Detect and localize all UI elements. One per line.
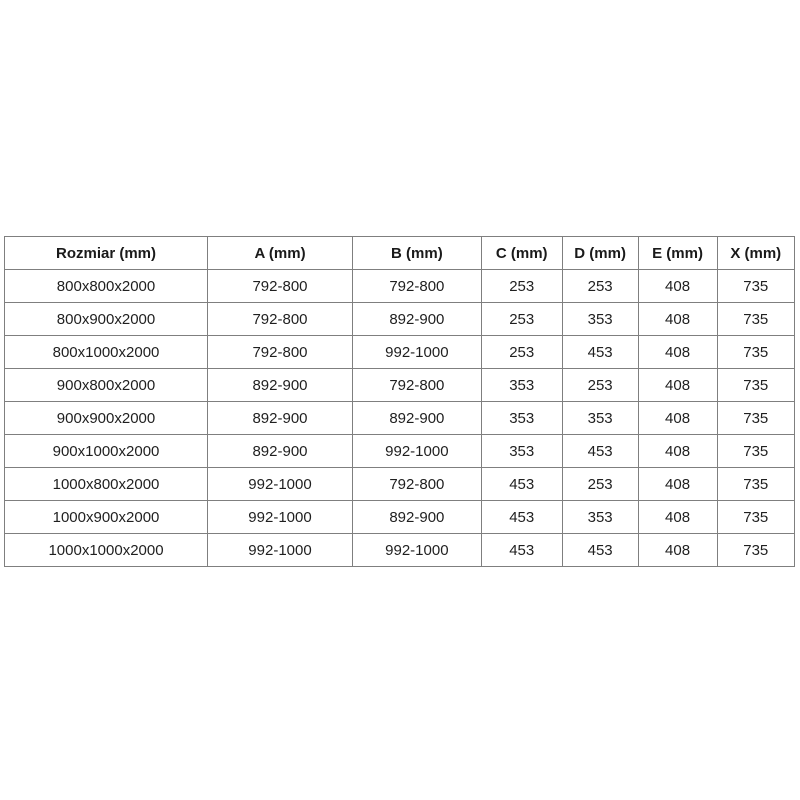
table-cell: 408: [637, 467, 718, 501]
column-header: A (mm): [207, 236, 353, 270]
column-header: B (mm): [351, 236, 482, 270]
table-cell: 892-900: [351, 401, 482, 435]
table-cell: 735: [716, 434, 796, 468]
table-cell: 792-800: [207, 269, 353, 303]
table-cell: 892-900: [351, 500, 482, 534]
column-header: D (mm): [561, 236, 639, 270]
table-cell: 992-1000: [351, 335, 482, 369]
table-cell: 735: [716, 368, 796, 402]
table-cell: 408: [637, 302, 718, 336]
table-cell: 253: [561, 467, 639, 501]
table-header-row: Rozmiar (mm) A (mm) B (mm) C (mm) D (mm) E (m…: [3, 236, 796, 270]
table-cell: 253: [480, 302, 563, 336]
table-cell: 453: [480, 467, 563, 501]
table-row: 800x900x2000 792-800 892-900 253 353 408 735: [3, 302, 796, 336]
table-cell: 735: [716, 269, 796, 303]
table-cell: 992-1000: [351, 434, 482, 468]
table-row: 800x800x2000 792-800 792-800 253 253 408 735: [3, 269, 796, 303]
table-cell: 353: [561, 500, 639, 534]
table-cell: 792-800: [207, 302, 353, 336]
table-cell: 792-800: [351, 467, 482, 501]
table-row: 900x900x2000 892-900 892-900 353 353 408 735: [3, 401, 796, 435]
dimensions-table-container: Rozmiar (mm) A (mm) B (mm) C (mm) D (mm) E (m…: [3, 236, 796, 567]
table-cell: 800x1000x2000: [3, 335, 209, 369]
table-cell: 735: [716, 335, 796, 369]
table-cell: 792-800: [351, 269, 482, 303]
table-cell: 353: [480, 368, 563, 402]
table-cell: 992-1000: [351, 533, 482, 567]
table-cell: 1000x800x2000: [3, 467, 209, 501]
column-header: E (mm): [637, 236, 718, 270]
table-cell: 735: [716, 302, 796, 336]
table-cell: 453: [561, 335, 639, 369]
column-header: Rozmiar (mm): [3, 236, 209, 270]
table-cell: 408: [637, 335, 718, 369]
table-cell: 892-900: [351, 302, 482, 336]
table-cell: 453: [561, 434, 639, 468]
table-cell: 353: [480, 434, 563, 468]
table-cell: 892-900: [207, 368, 353, 402]
table-cell: 453: [480, 533, 563, 567]
table-cell: 408: [637, 500, 718, 534]
table-row: 1000x1000x2000 992-1000 992-1000 453 453 408 7…: [3, 533, 796, 567]
table-cell: 900x1000x2000: [3, 434, 209, 468]
column-header: C (mm): [480, 236, 563, 270]
table-row: 1000x900x2000 992-1000 892-900 453 353 408 735: [3, 500, 796, 534]
table-row: 800x1000x2000 792-800 992-1000 253 453 408 735: [3, 335, 796, 369]
table-cell: 735: [716, 500, 796, 534]
table-cell: 408: [637, 434, 718, 468]
table-cell: 792-800: [207, 335, 353, 369]
table-cell: 735: [716, 533, 796, 567]
table-cell: 353: [561, 302, 639, 336]
table-cell: 408: [637, 368, 718, 402]
column-header: X (mm): [716, 236, 796, 270]
table-cell: 353: [561, 401, 639, 435]
table-row: 900x800x2000 892-900 792-800 353 253 408 735: [3, 368, 796, 402]
table-cell: 453: [561, 533, 639, 567]
table-cell: 453: [480, 500, 563, 534]
table-cell: 792-800: [351, 368, 482, 402]
table-cell: 900x900x2000: [3, 401, 209, 435]
table-cell: 408: [637, 533, 718, 567]
table-cell: 253: [561, 368, 639, 402]
table-cell: 735: [716, 467, 796, 501]
table-cell: 1000x1000x2000: [3, 533, 209, 567]
table-cell: 408: [637, 269, 718, 303]
table-cell: 353: [480, 401, 563, 435]
dimensions-table: Rozmiar (mm) A (mm) B (mm) C (mm) D (mm) E (m…: [3, 236, 796, 567]
table-cell: 892-900: [207, 434, 353, 468]
table-row: 900x1000x2000 892-900 992-1000 353 453 408 735: [3, 434, 796, 468]
table-cell: 735: [716, 401, 796, 435]
table-cell: 800x900x2000: [3, 302, 209, 336]
table-cell: 253: [480, 269, 563, 303]
table-cell: 992-1000: [207, 533, 353, 567]
table-body: 800x800x2000 792-800 792-800 253 253 408 735 80…: [3, 269, 796, 567]
table-cell: 253: [561, 269, 639, 303]
table-cell: 992-1000: [207, 500, 353, 534]
table-cell: 892-900: [207, 401, 353, 435]
table-cell: 992-1000: [207, 467, 353, 501]
table-cell: 1000x900x2000: [3, 500, 209, 534]
table-cell: 800x800x2000: [3, 269, 209, 303]
table-row: 1000x800x2000 992-1000 792-800 453 253 408 735: [3, 467, 796, 501]
table-cell: 253: [480, 335, 563, 369]
table-cell: 900x800x2000: [3, 368, 209, 402]
table-cell: 408: [637, 401, 718, 435]
